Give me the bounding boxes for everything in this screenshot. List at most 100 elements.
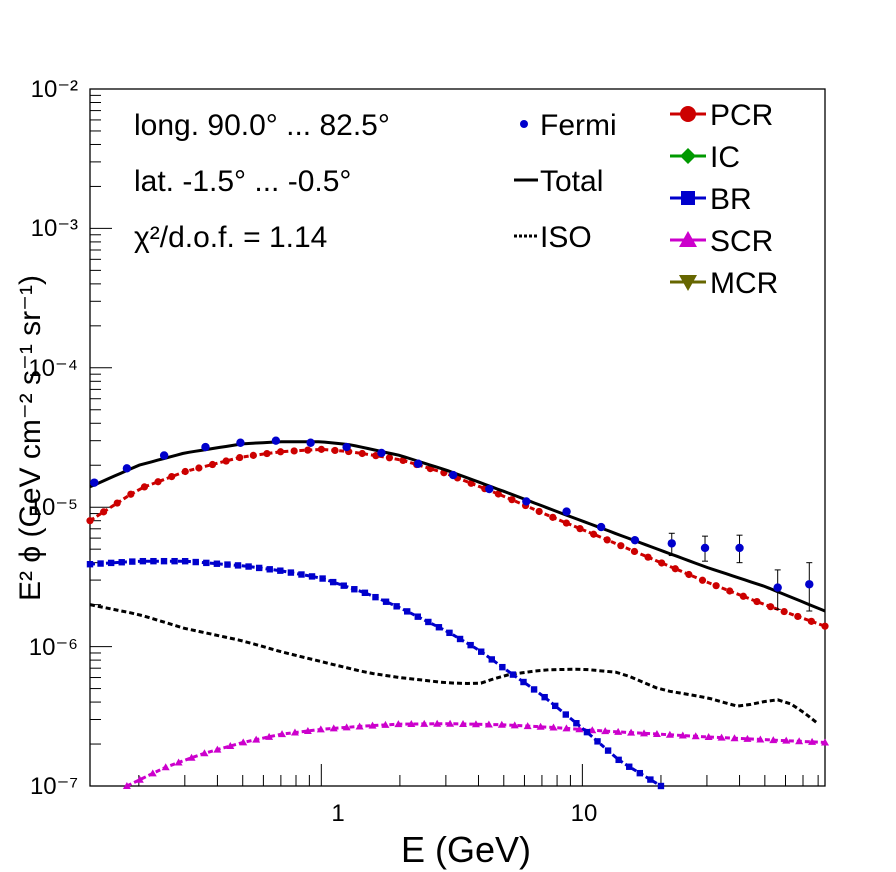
series-point-scr (200, 749, 209, 757)
series-point-br (372, 593, 379, 601)
fermi-point (522, 497, 531, 506)
series-point-br (181, 558, 189, 565)
fermi-point (377, 448, 386, 458)
series-point-br (626, 763, 633, 770)
series-point-pcr (821, 622, 829, 630)
series-point-pcr (358, 449, 366, 458)
y-tick-label: 10⁻⁷ (30, 773, 78, 800)
series-point-br (467, 641, 474, 649)
y-tick-label: 10⁻³ (31, 215, 78, 242)
series-point-scr (329, 724, 338, 732)
series-point-scr (484, 720, 493, 728)
fermi-points (90, 436, 814, 612)
series-point-br (446, 629, 453, 637)
legend-label-br: BR (710, 183, 752, 216)
series-point-br (478, 648, 485, 655)
y-tick-label: 10⁻⁴ (28, 355, 78, 382)
fermi-point (122, 464, 132, 473)
series-point-pcr (86, 517, 94, 525)
series-point-br (298, 571, 305, 578)
legend-marker-mcr (679, 275, 697, 291)
series-point-pcr (195, 464, 203, 472)
fermi-point (596, 522, 606, 532)
series-point-scr (808, 737, 817, 745)
series-point-br (361, 589, 369, 596)
series-point-br (499, 663, 506, 671)
series-point-br (245, 563, 252, 570)
series-point-br (541, 693, 548, 701)
series-point-scr (575, 725, 584, 733)
series-point-pcr (263, 449, 271, 458)
series-line-iso (89, 603, 820, 725)
series-point-scr (381, 720, 390, 728)
series-point-scr (471, 720, 480, 728)
series-point-br (203, 559, 210, 567)
series-point-pcr (127, 490, 135, 498)
series-point-scr (717, 733, 726, 741)
series-point-pcr (712, 582, 720, 590)
series-point-pcr (562, 519, 570, 527)
series-point-pcr (140, 483, 149, 491)
series-point-br (277, 567, 284, 574)
series-point-br (562, 711, 569, 718)
series-point-scr (614, 727, 623, 735)
fermi-point (271, 436, 281, 445)
series-point-br (382, 598, 390, 605)
fermi-point (159, 451, 169, 460)
series-point-scr (756, 735, 765, 743)
series-point-scr (640, 729, 649, 737)
series-point-scr (678, 731, 687, 739)
series-point-br (393, 603, 400, 610)
legend-label-pcr: PCR (710, 99, 773, 132)
series-point-pcr (290, 447, 298, 455)
series-curves (86, 440, 829, 790)
series-point-br (171, 557, 178, 565)
series-point-br (647, 776, 654, 783)
series-point-pcr (276, 448, 285, 456)
series-point-pcr (739, 592, 747, 600)
series-point-pcr (549, 513, 557, 521)
series-point-scr (420, 719, 429, 727)
series-point-br (255, 564, 263, 572)
series-point-scr (148, 769, 157, 777)
series-line-total (89, 440, 826, 613)
series-point-scr (549, 723, 558, 731)
series-point-scr (316, 725, 325, 733)
series-point-scr (355, 722, 364, 730)
series-point-scr (601, 727, 610, 735)
series-point-br (234, 562, 242, 569)
series-point-br (425, 618, 432, 626)
series-point-scr (510, 721, 519, 729)
plot-frame (89, 88, 826, 787)
series-point-pcr (385, 454, 394, 462)
annotation-longitude: long. 90.0° ... 82.5° (134, 109, 390, 142)
series-point-scr (627, 728, 636, 736)
series-point-scr (665, 730, 674, 738)
series-point-br (615, 756, 622, 764)
series-point-scr (588, 726, 597, 734)
series-point-br (150, 557, 157, 565)
series-point-br (530, 686, 538, 693)
series-point-br (351, 586, 358, 593)
series-point-pcr (494, 490, 502, 498)
series-point-br (329, 578, 337, 586)
series-point-br (435, 624, 443, 631)
series-point-scr (213, 745, 222, 753)
series-point-pcr (753, 597, 761, 606)
series-point-br (488, 656, 495, 663)
x-tick-label: 10 (571, 800, 598, 827)
series-point-scr (174, 758, 183, 766)
series-point-br (224, 561, 231, 568)
y-tick-label: 10⁻⁵ (29, 494, 78, 521)
legend-label-fermi: Fermi (540, 109, 617, 142)
series-point-br (213, 560, 221, 567)
series-point-pcr (644, 553, 652, 561)
series-point-br (287, 569, 295, 576)
series-point-scr (252, 735, 261, 743)
legend-label-ic: IC (710, 141, 740, 174)
series-point-br (403, 608, 411, 615)
fermi-point (201, 442, 210, 452)
y-tick-label: 10⁻⁶ (29, 634, 78, 661)
series-point-scr (704, 732, 713, 740)
series-point-pcr (617, 542, 625, 550)
